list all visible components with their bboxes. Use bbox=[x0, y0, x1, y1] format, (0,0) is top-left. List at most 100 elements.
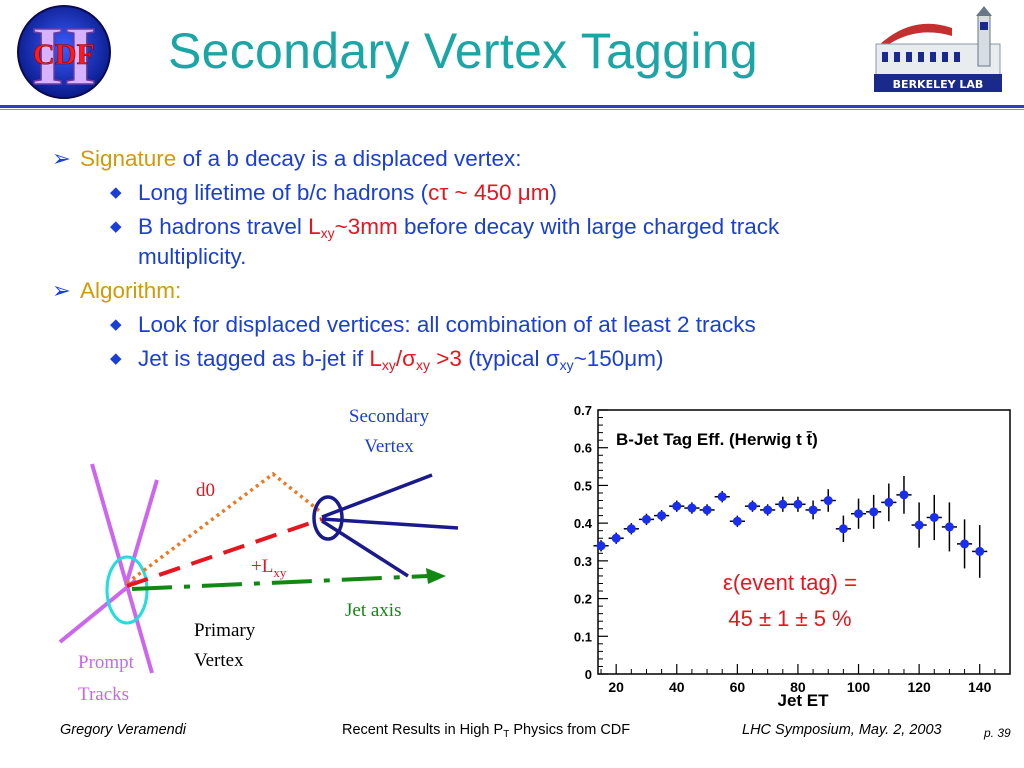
travel-pre: B hadrons travel bbox=[138, 214, 309, 239]
data-point bbox=[626, 524, 636, 534]
d0-label: d0 bbox=[196, 480, 215, 501]
x-tick-label: 80 bbox=[790, 679, 806, 695]
efficiency-annotation-line2: 45 ± 1 ± 5 % bbox=[728, 606, 852, 631]
diamond-bullet-icon: ◆ bbox=[110, 218, 122, 235]
lxy-line bbox=[126, 517, 323, 588]
prompt-tracks-label-1: Prompt bbox=[78, 652, 135, 673]
algorithm-lead: Algorithm: bbox=[80, 278, 182, 303]
bullet-travel: ◆ B hadrons travel Lxy~3mm before decay … bbox=[52, 210, 1012, 244]
lifetime-pre: Long lifetime of b/c hadrons ( bbox=[138, 180, 429, 205]
y-tick-label: 0.3 bbox=[574, 554, 592, 569]
chart-frame bbox=[597, 409, 1011, 675]
title-rule-thin bbox=[0, 109, 1024, 110]
bullet-list: ➢ Signature of a b decay is a displaced … bbox=[52, 142, 1012, 376]
data-point bbox=[854, 509, 864, 519]
travel-post: before decay with large charged track bbox=[397, 214, 780, 239]
data-point bbox=[596, 541, 606, 551]
bullet-signature: ➢ Signature of a b decay is a displaced … bbox=[52, 142, 1012, 176]
data-point bbox=[732, 516, 742, 526]
data-point bbox=[944, 522, 954, 532]
y-tick-label: 0.2 bbox=[574, 592, 592, 607]
travel-tail: ~3mm bbox=[334, 214, 398, 239]
tag-xy3: xy bbox=[559, 357, 574, 373]
data-point bbox=[899, 490, 909, 500]
btag-efficiency-chart: 0 0.1 0.2 0.3 0.4 0.5 0.6 0.7 20 40 60 80 100 120 140… bbox=[574, 403, 1011, 710]
data-point bbox=[641, 514, 651, 524]
bullet-displaced-vertices: ◆ Look for displaced vertices: all combi… bbox=[52, 308, 1012, 342]
x-tick-label: 60 bbox=[730, 679, 746, 695]
tag-cond: >3 bbox=[430, 346, 462, 371]
y-tick-label: 0.6 bbox=[574, 441, 592, 456]
efficiency-annotation-line1: ε(event tag) = bbox=[723, 570, 857, 595]
berkeley-lab-logo-text: BERKELEY LAB bbox=[893, 78, 984, 91]
data-point bbox=[778, 499, 788, 509]
footer-talk-title: Recent Results in High PT Physics from C… bbox=[342, 722, 631, 740]
diamond-bullet-icon: ◆ bbox=[110, 184, 122, 201]
data-point bbox=[672, 501, 682, 511]
bullet-travel-continuation: multiplicity. bbox=[138, 244, 247, 269]
chart-title: B-Jet Tag Eff. (Herwig t t̄) bbox=[616, 430, 818, 449]
displaced-vertices-text: Look for displaced vertices: all combina… bbox=[138, 312, 756, 337]
secondary-vertex-label-2: Vertex bbox=[364, 436, 414, 457]
jet-axis-arrowhead-icon bbox=[426, 568, 446, 584]
tag-xy2: xy bbox=[416, 357, 431, 373]
prompt-tracks-label-2: Tracks bbox=[78, 684, 129, 705]
travel-L: L bbox=[308, 214, 321, 239]
tag-xy1: xy bbox=[381, 357, 396, 373]
prompt-track bbox=[58, 578, 138, 644]
jet-axis-line bbox=[131, 574, 429, 591]
prompt-track bbox=[124, 479, 159, 586]
sv-track bbox=[321, 519, 409, 578]
y-tick-label: 0.4 bbox=[574, 516, 593, 531]
primary-vertex-label-1: Primary bbox=[194, 620, 256, 641]
data-point bbox=[808, 505, 818, 515]
vertex-diagram: Secondary Vertex d0 +Lxy Jet axis Primar… bbox=[58, 406, 459, 705]
data-point bbox=[763, 505, 773, 515]
y-tick-label: 0.1 bbox=[574, 629, 592, 644]
tag-typ-post: ~150μm) bbox=[573, 346, 664, 371]
data-point bbox=[975, 546, 985, 556]
cdf-logo: II CDF bbox=[17, 5, 111, 102]
secondary-vertex-ellipse bbox=[312, 495, 344, 541]
prompt-track bbox=[90, 463, 154, 674]
bullet-algorithm: ➢ Algorithm: bbox=[52, 274, 1012, 308]
data-point bbox=[869, 507, 879, 517]
data-point bbox=[611, 533, 621, 543]
lifetime-value: cτ ~ 450 μm bbox=[428, 180, 550, 205]
data-point bbox=[717, 492, 727, 502]
data-point bbox=[748, 501, 757, 511]
x-tick-label: 40 bbox=[669, 679, 685, 695]
cdf-logo-text: CDF bbox=[33, 38, 95, 71]
y-tick-label: 0 bbox=[585, 667, 592, 682]
data-point bbox=[657, 511, 667, 521]
berkeley-lab-logo: BERKELEY LAB bbox=[874, 6, 1002, 92]
y-tick-label: 0.5 bbox=[574, 478, 592, 493]
tag-L: L bbox=[369, 346, 382, 371]
x-tick-label: 100 bbox=[847, 679, 871, 695]
y-tick-label: 0.7 bbox=[574, 403, 592, 418]
primary-vertex-label-2: Vertex bbox=[194, 650, 244, 671]
data-point bbox=[793, 499, 803, 509]
data-point bbox=[884, 497, 894, 507]
sv-track bbox=[321, 473, 433, 519]
diamond-bullet-icon: ◆ bbox=[110, 350, 122, 367]
arrow-bullet-icon: ➢ bbox=[52, 278, 71, 303]
slide-title: Secondary Vertex Tagging bbox=[168, 23, 759, 79]
signature-rest: of a b decay is a displaced vertex: bbox=[176, 146, 522, 171]
data-point bbox=[914, 520, 924, 530]
data-point bbox=[838, 524, 848, 534]
footer-author: Gregory Veramendi bbox=[60, 722, 186, 738]
cdf-logo-numeral: II bbox=[31, 10, 96, 102]
data-point bbox=[823, 496, 833, 506]
bullet-lifetime: ◆ Long lifetime of b/c hadrons (cτ ~ 450… bbox=[52, 176, 1012, 210]
jet-axis-label: Jet axis bbox=[345, 600, 401, 621]
sv-track bbox=[321, 517, 459, 530]
footer-venue: LHC Symposium, May. 2, 2003 bbox=[742, 722, 942, 738]
data-point bbox=[702, 505, 712, 515]
travel-xy: xy bbox=[320, 225, 335, 241]
x-tick-label: 120 bbox=[907, 679, 931, 695]
page-number: p. 39 bbox=[984, 726, 1011, 740]
signature-lead: Signature bbox=[80, 146, 177, 171]
diamond-bullet-icon: ◆ bbox=[110, 316, 122, 333]
secondary-vertex-label-1: Secondary bbox=[349, 406, 430, 427]
